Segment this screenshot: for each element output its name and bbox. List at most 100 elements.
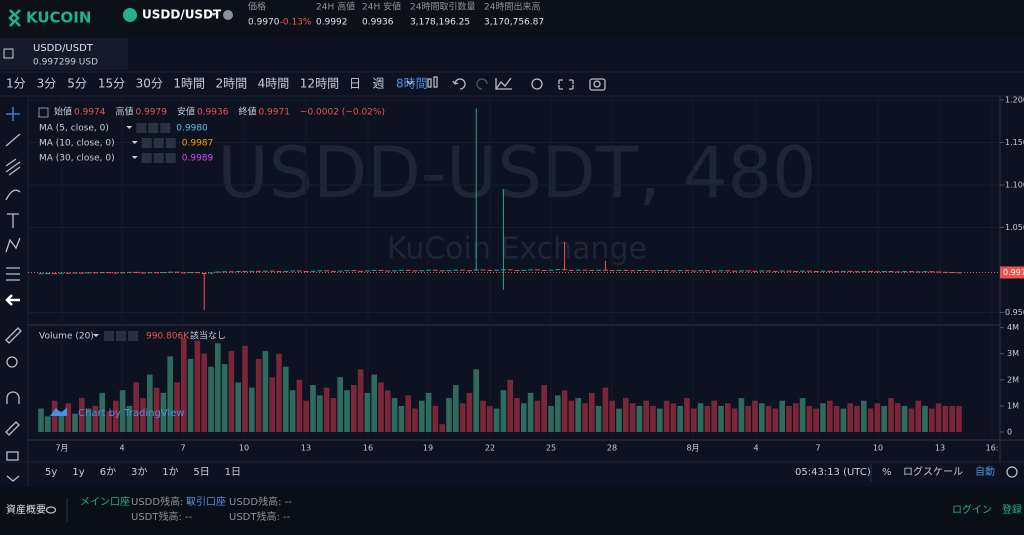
lock-draw-tool[interactable] <box>5 421 20 436</box>
top-bar <box>0 0 1024 38</box>
indicator-control[interactable] <box>165 153 176 163</box>
indicator-name[interactable]: MA (10, close, 0) <box>39 139 115 149</box>
interval-button[interactable]: 1時間 <box>173 77 205 91</box>
auto-toggle[interactable]: 自動 <box>975 465 995 478</box>
volume-bar <box>201 353 207 432</box>
text-tool[interactable] <box>7 213 19 228</box>
volume-bar <box>174 382 180 432</box>
chart-type-icon[interactable] <box>427 76 438 88</box>
candle-body <box>528 269 534 271</box>
stat-value: 0.9970 <box>248 18 280 28</box>
logo[interactable]: KUCOIN <box>26 9 91 27</box>
interval-button[interactable]: 3分 <box>37 77 57 91</box>
volume-bar <box>446 398 452 432</box>
volume-bar <box>759 403 765 432</box>
trade-account[interactable]: 取引口座 <box>186 495 226 508</box>
indicator-control[interactable] <box>141 138 152 148</box>
volume-bar <box>956 406 962 432</box>
volume-bar <box>79 398 85 432</box>
candle-body <box>256 270 262 272</box>
zoom-tool[interactable] <box>6 356 18 368</box>
candle-body <box>453 269 459 271</box>
assets-overview[interactable]: 資産概要 <box>6 503 46 516</box>
indicator-control[interactable] <box>153 138 164 148</box>
register-link[interactable]: 登録 <box>1002 503 1022 516</box>
chart-settings-icon[interactable] <box>1006 466 1018 478</box>
screenshot-icon[interactable] <box>589 78 606 91</box>
volume-control[interactable] <box>128 331 138 341</box>
layout-icon[interactable] <box>3 48 14 59</box>
main-account[interactable]: メイン口座 <box>80 495 130 508</box>
indicator-control[interactable] <box>141 153 152 163</box>
candle-body <box>378 269 384 271</box>
volume-control[interactable] <box>116 331 126 341</box>
volume-title[interactable]: Volume (20) <box>39 332 94 342</box>
volume-bar <box>262 351 269 432</box>
indicator-name[interactable]: MA (30, close, 0) <box>39 154 115 164</box>
compare-icon[interactable] <box>495 77 512 90</box>
range-button[interactable]: 5日 <box>193 467 209 478</box>
candle-body <box>412 270 418 272</box>
candle-body <box>609 270 615 272</box>
volume-control[interactable] <box>104 331 114 341</box>
undo-icon[interactable] <box>452 78 466 90</box>
interval-button[interactable]: 日 <box>349 77 361 91</box>
range-button[interactable]: 1y <box>72 467 84 478</box>
trendline-tool[interactable] <box>5 133 21 147</box>
crosshair-tool[interactable] <box>6 107 20 121</box>
log-toggle[interactable]: ログスケール <box>903 465 963 478</box>
range-button[interactable]: 5y <box>45 467 57 478</box>
range-button[interactable]: 6か <box>100 466 116 478</box>
interval-button[interactable]: 5分 <box>67 77 87 91</box>
interval-button[interactable]: 2時間 <box>216 77 248 91</box>
indicator-control[interactable] <box>160 123 171 133</box>
candle-body <box>670 270 676 272</box>
volume-bar <box>357 369 364 432</box>
indicator-control[interactable] <box>136 123 147 133</box>
settings-icon[interactable] <box>531 78 543 90</box>
volume-bar <box>657 408 663 432</box>
indicator-control[interactable] <box>165 138 176 148</box>
candle-body <box>487 269 493 271</box>
candle-body <box>691 270 697 272</box>
interval-button[interactable]: 1分 <box>6 77 26 91</box>
range-button[interactable]: 3か <box>131 466 147 478</box>
info-icon[interactable] <box>223 10 233 20</box>
back-tool[interactable] <box>5 294 20 306</box>
lock-tool[interactable] <box>6 451 19 461</box>
x-tick-label: 7 <box>815 444 820 453</box>
legend-toggle[interactable] <box>38 107 49 118</box>
interval-button[interactable]: 週 <box>373 77 385 91</box>
range-button[interactable]: 1日 <box>225 467 241 478</box>
collapse-tool[interactable] <box>6 475 20 482</box>
measure-tool[interactable] <box>5 327 22 344</box>
interval-button[interactable]: 8時間 <box>396 77 428 91</box>
y-tick-label: 4M <box>1007 323 1019 332</box>
login-link[interactable]: ログイン <box>952 503 992 516</box>
range-button[interactable]: 1か <box>162 466 178 478</box>
pair-selector[interactable]: USDD/USDT <box>142 8 222 22</box>
interval-button[interactable]: 30分 <box>136 77 163 91</box>
percent-toggle[interactable]: % <box>882 467 892 478</box>
interval-button[interactable]: 12時間 <box>300 77 339 91</box>
candle-body <box>405 269 411 271</box>
interval-caret[interactable] <box>406 80 414 85</box>
indicator-control[interactable] <box>148 123 159 133</box>
indicator-control[interactable] <box>153 153 164 163</box>
brush-tool[interactable] <box>5 189 21 201</box>
eye-icon[interactable] <box>45 506 57 514</box>
candle-body <box>568 269 574 271</box>
prediction-tool[interactable] <box>6 267 20 281</box>
magnet-tool[interactable] <box>6 391 20 404</box>
pattern-tool[interactable] <box>5 237 21 253</box>
interval-button[interactable]: 4時間 <box>258 77 290 91</box>
ohlc-value: 0.9979 <box>135 108 167 118</box>
volume-bar <box>908 408 915 432</box>
candle-body <box>922 271 928 273</box>
redo-icon[interactable] <box>476 78 488 90</box>
indicator-name[interactable]: MA (5, close, 0) <box>39 124 109 134</box>
attribution[interactable]: Chart by TradingView <box>78 408 185 419</box>
fib-tool[interactable] <box>5 158 21 176</box>
fullscreen-icon[interactable] <box>558 79 574 90</box>
interval-button[interactable]: 15分 <box>98 77 125 91</box>
